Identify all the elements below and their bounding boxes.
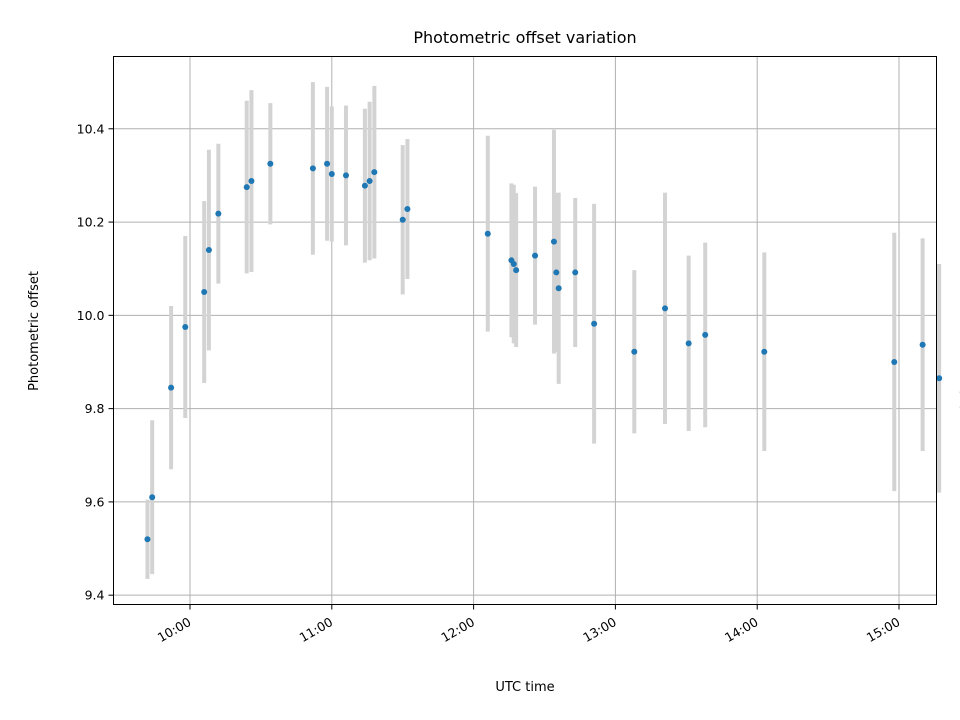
data-point: [243, 184, 250, 191]
data-point: [149, 494, 156, 501]
chart-title: Photometric offset variation: [413, 28, 636, 47]
data-point: [631, 348, 638, 355]
data-point: [361, 182, 368, 189]
data-point: [662, 305, 669, 312]
data-point: [685, 340, 692, 347]
x-axis-label: UTC time: [495, 680, 554, 695]
data-point: [936, 375, 943, 382]
data-point: [366, 178, 373, 185]
data-point: [168, 384, 175, 391]
data-point: [399, 216, 406, 223]
data-point: [248, 178, 255, 185]
data-point: [309, 165, 316, 172]
data-point: [513, 267, 520, 274]
data-point: [182, 324, 189, 331]
data-point: [919, 341, 926, 348]
y-axis-ticks: 9.4 9.6 9.8 10.0 10.2 10.4: [77, 121, 114, 603]
y-tick-label: 10.4: [77, 121, 105, 136]
y-tick-label: 10.2: [77, 215, 105, 230]
y-tick-label: 10.0: [77, 308, 105, 323]
y-tick-label: 9.8: [85, 401, 105, 416]
data-point: [267, 160, 274, 167]
data-point: [891, 358, 898, 365]
plot-frame: [113, 56, 937, 605]
data-point: [328, 171, 335, 178]
y-axis-label: Photometric offset: [27, 271, 42, 391]
data-point: [342, 172, 349, 179]
data-point: [324, 160, 331, 167]
data-points: [144, 160, 960, 543]
data-point: [572, 269, 579, 276]
data-point: [761, 348, 768, 355]
data-point: [201, 289, 208, 296]
data-point: [702, 331, 709, 338]
data-point: [553, 269, 560, 276]
data-point: [371, 169, 378, 176]
data-point: [205, 247, 212, 254]
data-point: [510, 261, 517, 268]
data-point: [532, 252, 539, 259]
data-point: [550, 238, 557, 245]
data-point: [591, 320, 598, 327]
data-point: [484, 230, 491, 237]
y-tick-label: 9.6: [85, 494, 105, 509]
data-point: [215, 210, 222, 217]
data-point: [404, 206, 411, 213]
data-point: [555, 285, 562, 292]
data-point: [144, 536, 151, 543]
y-tick-label: 9.4: [85, 588, 105, 603]
